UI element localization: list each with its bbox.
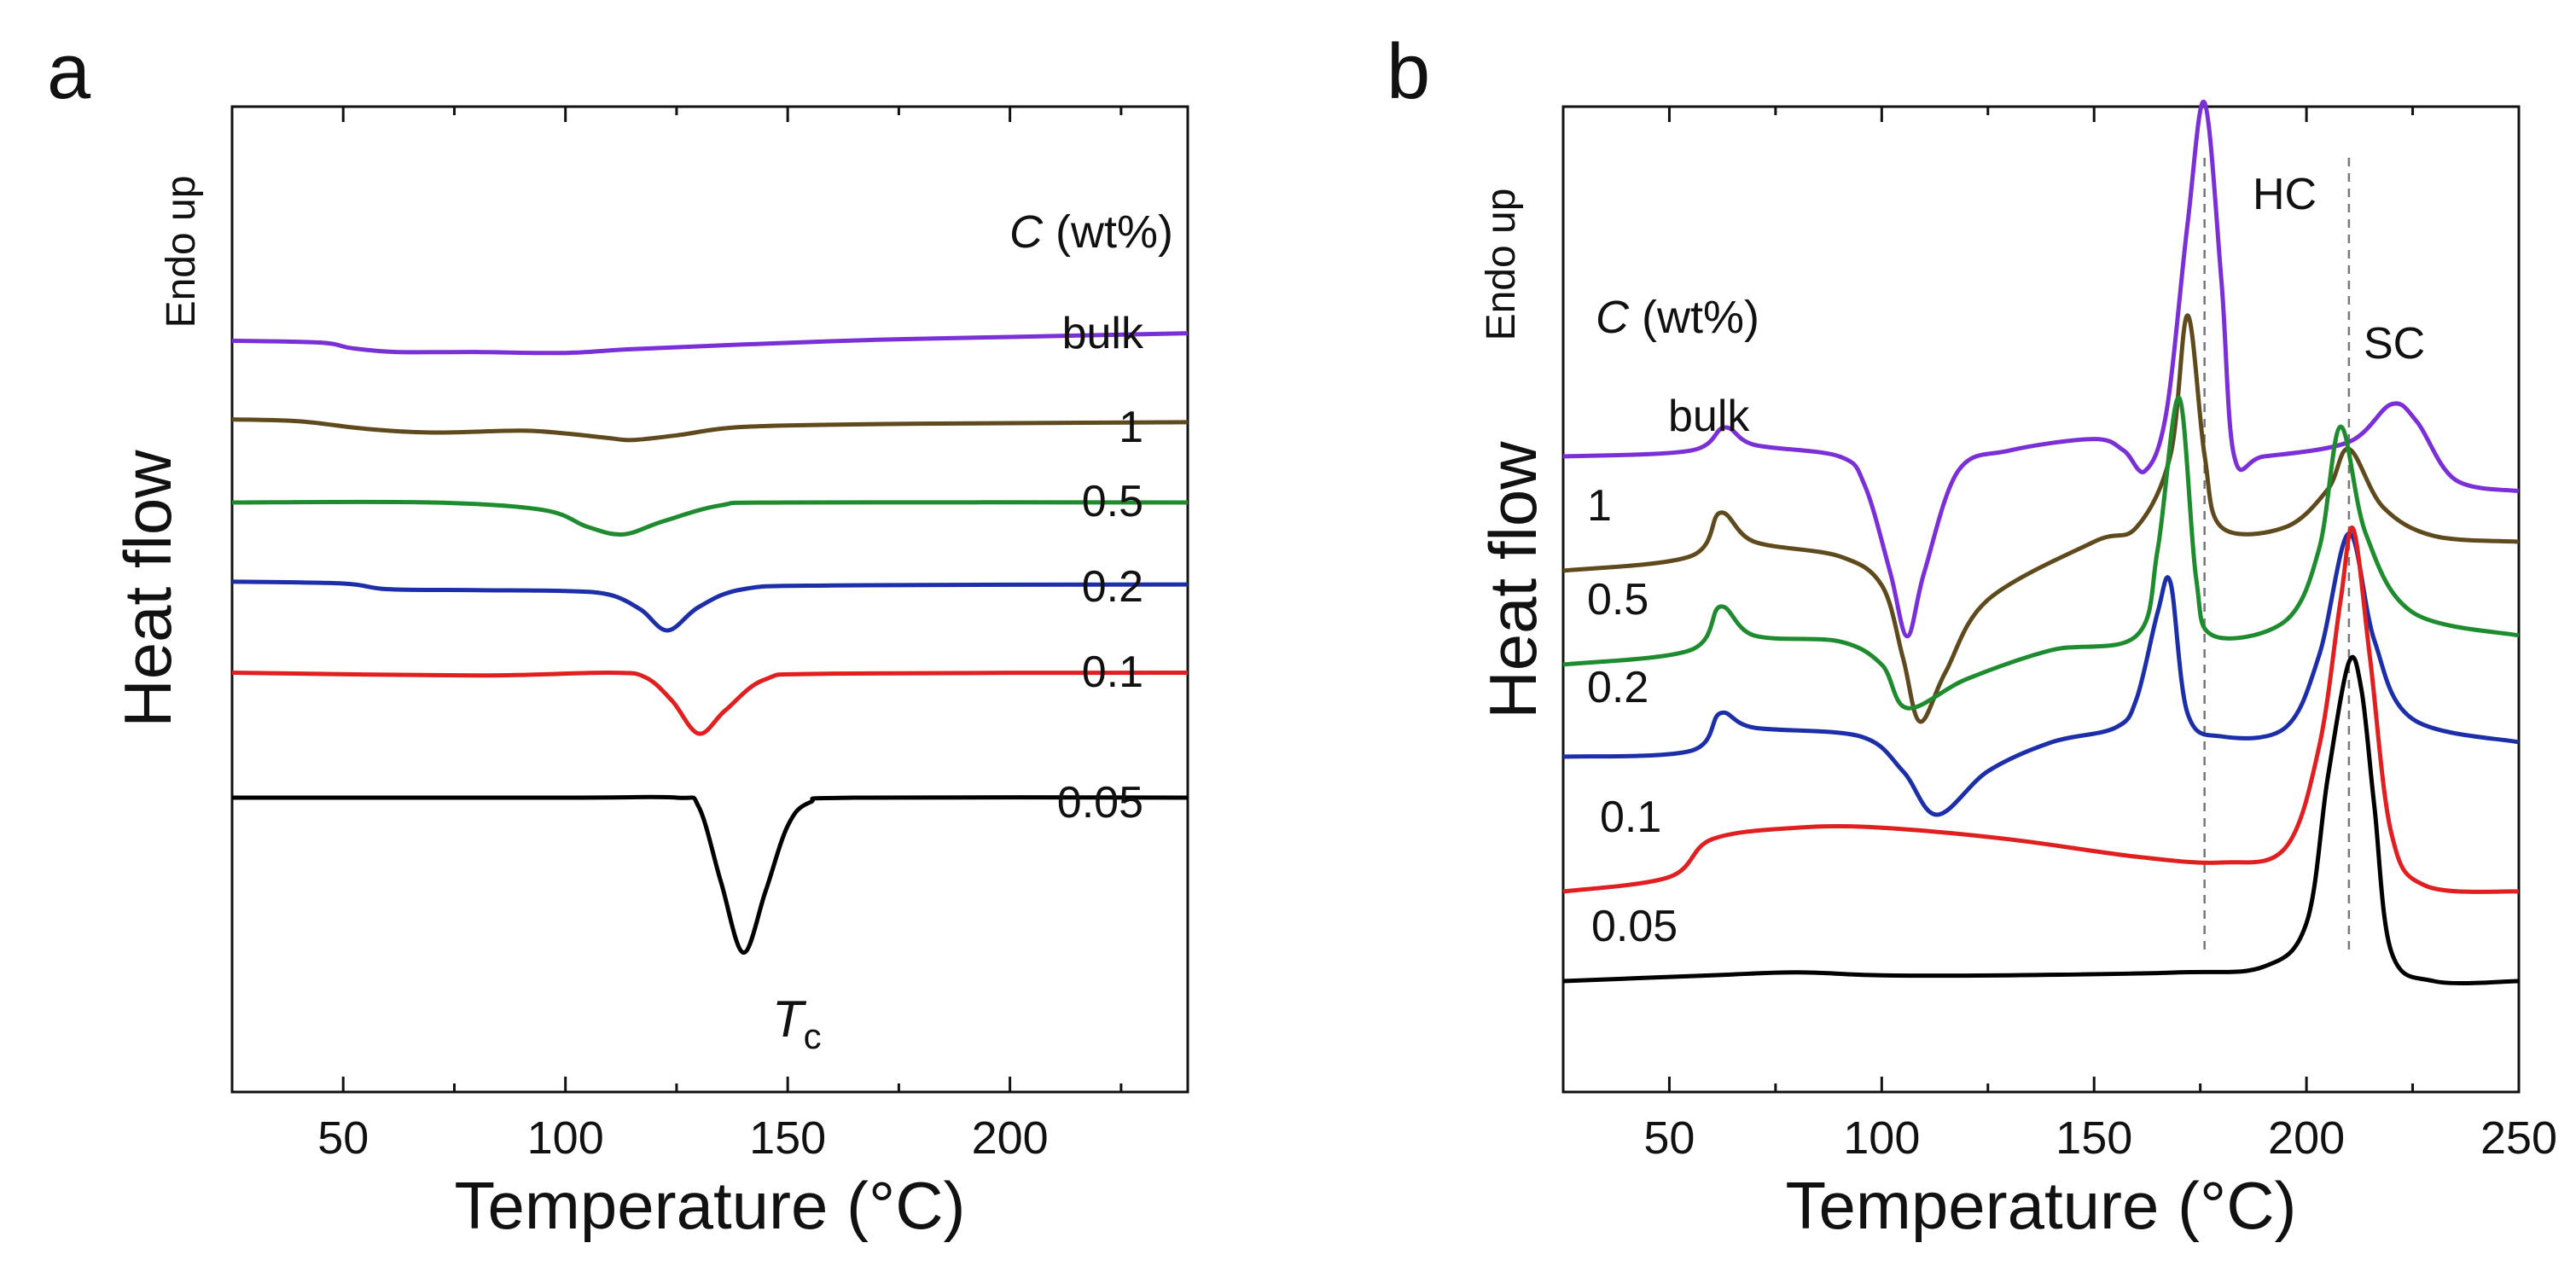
series-line-1: [231, 417, 1189, 443]
x-tick-label: 150: [2056, 1112, 2132, 1164]
series-line-1: [1562, 313, 2520, 724]
y-axis-label: Heat flow: [1475, 441, 1550, 719]
series-label: 0.1: [1600, 793, 1661, 842]
x-axis-label: Temperature (°C): [1785, 1168, 2296, 1243]
series-label: 0.2: [1587, 663, 1649, 712]
x-tick-label: 100: [1843, 1112, 1920, 1164]
legend-title: C (wt%): [1596, 292, 1759, 343]
x-tick-label: 150: [749, 1112, 826, 1164]
x-tick-label: 50: [317, 1112, 369, 1164]
x-axis-label: Temperature (°C): [454, 1168, 965, 1243]
series-label: bulk: [1062, 309, 1144, 358]
x-tick-label: 100: [527, 1112, 604, 1164]
panel-label: b: [1387, 28, 1430, 115]
series-label: 1: [1587, 481, 1612, 531]
series-label: 0.2: [1082, 562, 1143, 612]
peak-label: SC: [2364, 319, 2425, 369]
series-line-0-5: [1562, 395, 2520, 711]
series-label: 0.05: [1057, 778, 1143, 828]
series-line-bulk: [1562, 99, 2520, 639]
endo-up-label: Endo up: [159, 176, 204, 328]
series-label: 0.5: [1587, 575, 1649, 624]
series-line-0-1: [1562, 525, 2520, 894]
panel-b: 50 100 150 200 250 bulk 1 0.5 0.2 0.1 0.05 C (wt%) H…: [1387, 28, 2557, 1243]
panel-a: 50 100 150 200 bulk 1 0.5 0.2 0.1 0.05 C (wt%) Heat…: [47, 28, 1189, 1243]
series-line-0-2: [231, 579, 1189, 633]
plot-frame: [230, 105, 1189, 1094]
endo-up-label: Endo up: [1479, 189, 1524, 341]
series-line-0-2: [1562, 531, 2520, 817]
plot-frame: [1561, 105, 2521, 1094]
series-label: bulk: [1668, 392, 1750, 441]
series-line-0-05: [1562, 654, 2520, 986]
series-label: 1: [1119, 403, 1143, 452]
panel-label: a: [47, 28, 91, 115]
series-label: 0.1: [1082, 648, 1143, 697]
series-line-0-1: [231, 670, 1189, 736]
series-label: 0.05: [1591, 902, 1678, 951]
legend-title: C (wt%): [1009, 206, 1173, 258]
x-tick-label: 250: [2480, 1112, 2557, 1164]
peak-label: HC: [2253, 170, 2317, 219]
tc-annotation: Tc: [772, 990, 822, 1056]
x-tick-label: 200: [2268, 1112, 2345, 1164]
series-line-0-5: [231, 499, 1189, 537]
series-label: 0.5: [1082, 477, 1143, 526]
y-axis-label: Heat flow: [110, 450, 185, 728]
x-tick-label: 50: [1643, 1112, 1695, 1164]
x-tick-label: 200: [972, 1112, 1049, 1164]
series-line-0-05: [232, 794, 1189, 955]
series-line-bulk: [231, 331, 1189, 356]
